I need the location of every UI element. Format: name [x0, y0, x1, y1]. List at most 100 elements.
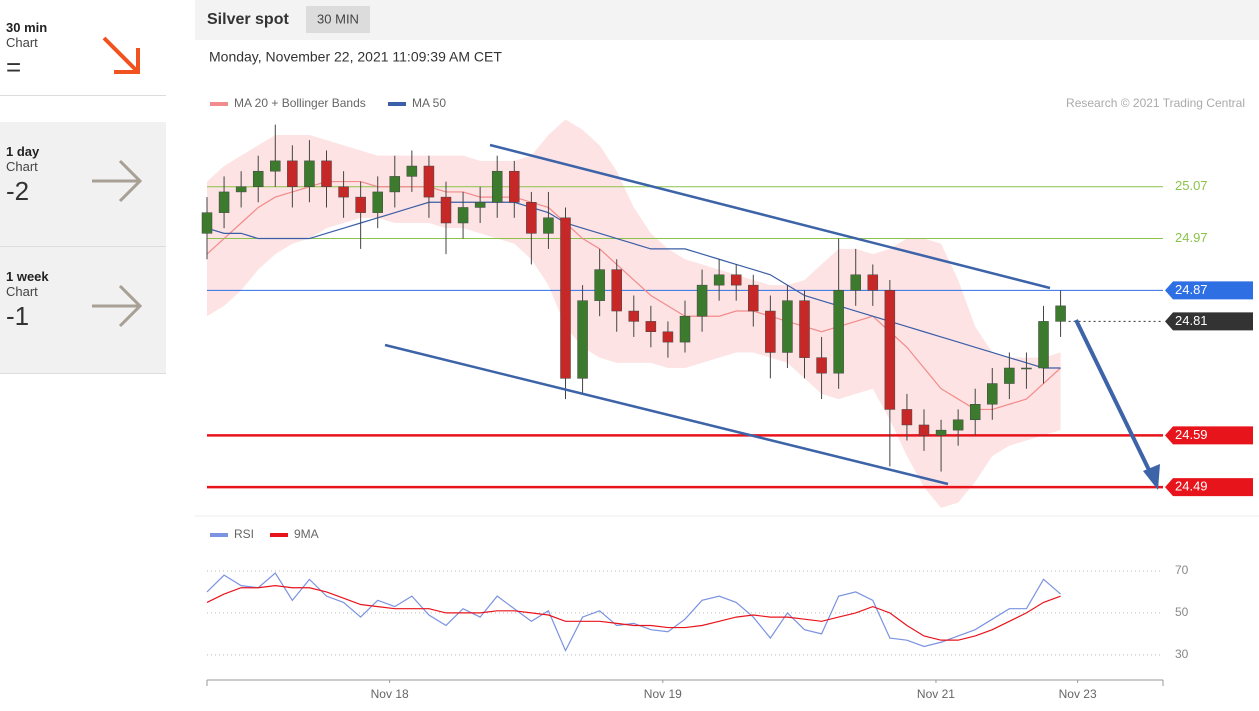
- arrow-right: [92, 284, 143, 328]
- trend-line: [489, 143, 1051, 290]
- arrow-down: [102, 36, 140, 74]
- candle-body: [833, 290, 844, 374]
- candle-body: [526, 202, 537, 234]
- period: 1 week: [6, 269, 49, 284]
- score: =: [6, 52, 22, 82]
- title: Silver spot: [207, 11, 289, 28]
- ma-line: [206, 180, 1061, 411]
- candle-body: [816, 357, 827, 374]
- candle-body: [628, 310, 640, 322]
- candle-body: [389, 176, 401, 193]
- card[interactable]: 30 min Chart =: [0, 0, 166, 96]
- candle-body: [218, 191, 230, 213]
- line: [206, 585, 1061, 641]
- candle-body: [270, 160, 281, 172]
- candle-body: [338, 186, 349, 198]
- candle-body: [560, 217, 571, 379]
- score: -1: [6, 301, 30, 331]
- candle-body: [679, 315, 691, 343]
- candle-body: [901, 409, 913, 426]
- candle-body: [1055, 305, 1066, 322]
- candle-body: [440, 196, 452, 224]
- y-tick-label: 30: [1175, 647, 1189, 661]
- level-tag: [1165, 281, 1253, 300]
- candle-body: [321, 160, 332, 188]
- arrow-right: [92, 159, 143, 203]
- candle-body: [1021, 367, 1032, 370]
- candle-body: [304, 160, 315, 188]
- candle-body: [491, 170, 503, 203]
- candle-body: [543, 217, 554, 234]
- line: [206, 572, 1061, 653]
- x-tick-label: Nov 19: [644, 687, 682, 701]
- candle-body: [799, 300, 810, 358]
- legend-swatch: [388, 102, 406, 106]
- candle-body: [474, 202, 486, 208]
- level-tag: [1165, 426, 1253, 445]
- legend-label: MA 50: [412, 96, 446, 110]
- legend-label: RSI: [234, 527, 254, 541]
- level-label: 25.07: [1175, 178, 1208, 193]
- candle-body: [748, 284, 759, 312]
- level-tag: [1165, 478, 1253, 497]
- candle-body: [782, 300, 793, 353]
- period: 30 min: [6, 20, 48, 35]
- candle-body: [372, 191, 383, 213]
- card-label: Chart: [6, 159, 38, 174]
- card[interactable]: 1 day Chart -2: [0, 122, 166, 247]
- header: [195, 0, 1259, 40]
- candle-body: [662, 331, 674, 343]
- level-label: 24.59: [1175, 427, 1208, 442]
- candle-body: [235, 186, 247, 193]
- period: 1 day: [6, 144, 40, 159]
- level-label: 24.97: [1175, 230, 1208, 245]
- level-label: 24.87: [1175, 282, 1208, 297]
- candle-body: [987, 383, 998, 405]
- score: -2: [6, 176, 30, 206]
- candle-body: [287, 160, 298, 188]
- subtitle: Monday, November 22, 2021 11:09:39 AM CE…: [209, 49, 502, 65]
- legend-swatch: [270, 533, 288, 537]
- candle-body: [355, 196, 366, 213]
- candle-body: [765, 310, 776, 353]
- y-tick-label: 70: [1175, 563, 1189, 577]
- candle-body: [457, 207, 469, 224]
- x-tick-label: Nov 21: [917, 687, 955, 701]
- legend-label: 9MA: [294, 527, 319, 541]
- x-tick-label: Nov 18: [371, 687, 409, 701]
- candle-body: [884, 290, 896, 410]
- candle-body: [594, 269, 605, 301]
- x-tick-label: Nov 23: [1059, 687, 1097, 701]
- timeframe-badge[interactable]: [306, 6, 370, 33]
- forecast-arrow-head: [1143, 464, 1160, 490]
- credit: Research © 2021 Trading Central: [1066, 96, 1245, 110]
- trend-line: [384, 343, 949, 486]
- legend-swatch: [210, 533, 228, 537]
- legend-label: MA 20 + Bollinger Bands: [234, 96, 366, 110]
- candle-body: [918, 424, 930, 436]
- level-label: 24.49: [1175, 479, 1208, 494]
- candle-body: [969, 404, 981, 421]
- candle-body: [935, 429, 947, 436]
- legend-swatch: [210, 102, 228, 106]
- candle-body: [1038, 321, 1049, 369]
- candle-body: [423, 165, 435, 198]
- candle-body: [577, 300, 588, 379]
- candle-body: [713, 274, 725, 286]
- timeframe[interactable]: 30 MIN: [317, 11, 359, 26]
- card-label: Chart: [6, 35, 38, 50]
- candle-body: [201, 212, 213, 234]
- candle-body: [252, 170, 264, 187]
- candle-body: [867, 274, 879, 291]
- forecast-arrow: [1074, 319, 1152, 473]
- card[interactable]: 1 week Chart -1: [0, 247, 166, 374]
- candle-body: [850, 274, 861, 291]
- card-label: Chart: [6, 284, 38, 299]
- candle-body: [645, 321, 657, 332]
- level-label: 24.81: [1175, 313, 1208, 328]
- candle-body: [1004, 367, 1015, 384]
- candle-body: [509, 170, 520, 203]
- candle-body: [696, 284, 708, 317]
